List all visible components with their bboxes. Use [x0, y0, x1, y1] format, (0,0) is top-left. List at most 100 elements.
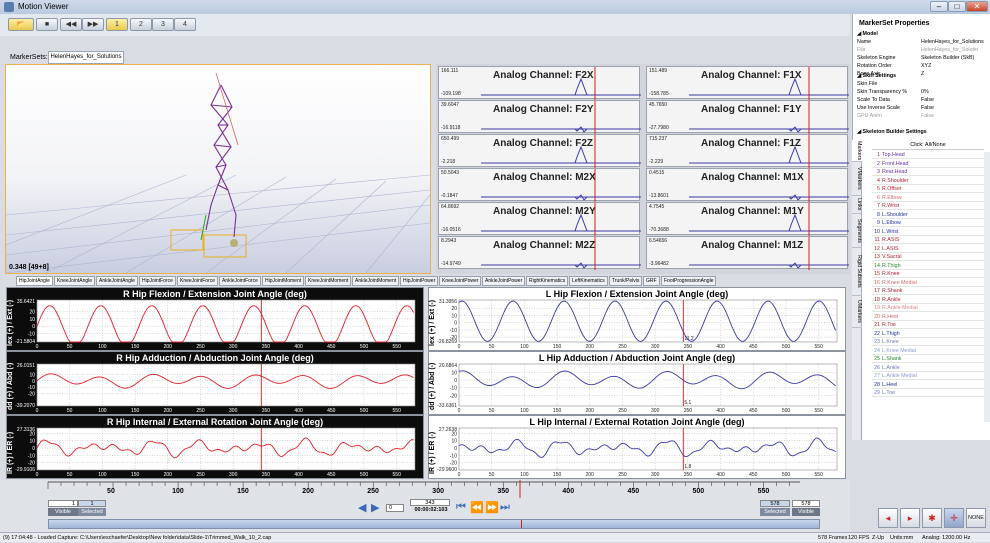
x-tick-label: 400: [716, 472, 725, 478]
rewind-button[interactable]: ◀◀: [60, 18, 82, 31]
marker-list-item[interactable]: 27 L.Ankle Medial: [872, 372, 984, 380]
tab-anklejointangle[interactable]: AnkleJointAngle: [96, 276, 138, 286]
vtab-umarkers[interactable]: UMarkers: [852, 296, 862, 328]
stop-button[interactable]: ■: [36, 18, 58, 31]
property-row[interactable]: Skin File: [857, 81, 989, 87]
end-selected-field[interactable]: 578: [760, 500, 790, 507]
view-3-button[interactable]: 3: [152, 18, 174, 31]
marker-all-icon[interactable]: ✛: [944, 508, 964, 528]
start-selected-field[interactable]: 1: [78, 500, 106, 507]
vtab-rigid-subsets[interactable]: Rigid Subsets: [852, 248, 862, 296]
tab-hipjointmoment[interactable]: HipJointMoment: [262, 276, 305, 286]
property-row[interactable]: Use Inverse Scale False: [857, 105, 989, 111]
marker-list-item[interactable]: 17 R.Shank: [872, 287, 984, 295]
marker-list-item[interactable]: 20 R.Heel: [872, 313, 984, 321]
property-row[interactable]: File HelenHayes_for_Solutio: [857, 47, 989, 53]
minimize-button[interactable]: –: [930, 1, 948, 12]
skin-section-header[interactable]: ◢ Skin Settings: [857, 73, 897, 79]
marker-list-item[interactable]: 11 R.ASIS: [872, 236, 984, 244]
tab-anklejointpower[interactable]: AnkleJointPower: [482, 276, 526, 286]
property-row[interactable]: Name HelenHayes_for_Solutions: [857, 39, 989, 45]
marker-list-item[interactable]: 22 L.Thigh: [872, 330, 984, 338]
tab-footprogressionangle[interactable]: FootProgressionAngle: [661, 276, 717, 286]
marker-list-item[interactable]: 21 R.Toe: [872, 321, 984, 329]
tab-kneejointpower[interactable]: KneeJointPower: [439, 276, 482, 286]
property-row[interactable]: GPU Anim False: [857, 113, 989, 119]
tab-kneejointforce[interactable]: KneeJointForce: [177, 276, 219, 286]
marker-list-item[interactable]: 2 Front.Head: [872, 160, 984, 168]
marker-list-item[interactable]: 28 L.Heel: [872, 381, 984, 389]
marker-list-item[interactable]: 23 L.Knee: [872, 338, 984, 346]
timeline-ruler[interactable]: [0, 480, 850, 498]
tab-hipjointforce[interactable]: HipJointForce: [139, 276, 176, 286]
marker-list-item[interactable]: 9 L.Elbow: [872, 219, 984, 227]
tab-kneejointmoment[interactable]: KneeJointMoment: [305, 276, 352, 286]
tab-hipjointangle[interactable]: HipJointAngle: [16, 276, 53, 286]
property-row[interactable]: Scale To Data False: [857, 97, 989, 103]
tab-kneejointangle[interactable]: KneeJointAngle: [54, 276, 96, 286]
model-section-header[interactable]: ◢ Model: [857, 31, 878, 37]
marker-list-item[interactable]: 14 R.Thigh: [872, 262, 984, 270]
tab-rightkinematics[interactable]: RightKinematics: [526, 276, 569, 286]
marker-list-item[interactable]: 10 L.Wrist: [872, 228, 984, 236]
tab-anklejointforce[interactable]: AnkleJointForce: [219, 276, 261, 286]
marker-list-item[interactable]: 6 R.Elbow: [872, 194, 984, 202]
skip-to-start-icon[interactable]: ⏮: [456, 501, 466, 513]
step-back-icon[interactable]: ⏪: [470, 502, 484, 514]
view-4-button[interactable]: 4: [174, 18, 196, 31]
marker-list-scrollbar[interactable]: [984, 152, 990, 422]
vtab-links[interactable]: Links: [852, 196, 862, 214]
markerset-tab[interactable]: HelenHayes_for_Solutions: [48, 51, 124, 64]
tab-trunk-pelvis[interactable]: Trunk/Pelvis: [609, 276, 643, 286]
marker-list-item[interactable]: 7 R.Wrist: [872, 202, 984, 210]
maximize-button[interactable]: □: [948, 1, 966, 12]
property-row[interactable]: Skin Transparency % 0%: [857, 89, 989, 95]
close-button[interactable]: ✕: [966, 1, 988, 12]
tab-hipjointpower[interactable]: HipJointPower: [400, 276, 439, 286]
start-frame-field[interactable]: 1: [48, 500, 78, 507]
marker-select-all-none[interactable]: Click: All/None: [872, 141, 984, 150]
property-row[interactable]: Rotation Order XYZ: [857, 63, 989, 69]
marker-list-item[interactable]: 3 Rear.Head: [872, 168, 984, 176]
marker-list-item[interactable]: 24 L.Knee Medial: [872, 347, 984, 355]
marker-list-item[interactable]: 1 Top.Head: [872, 151, 984, 159]
end-frame-field[interactable]: 578: [792, 500, 820, 507]
marker-list-item[interactable]: 19 R.Ankle Medial: [872, 304, 984, 312]
marker-prev-icon[interactable]: ◂: [878, 508, 898, 528]
property-row[interactable]: Bone Axis Z: [857, 71, 989, 77]
prev-frame-icon[interactable]: ◀: [358, 502, 367, 514]
open-folder-button[interactable]: 📂: [8, 18, 34, 31]
marker-list-item[interactable]: 12 L.ASIS: [872, 245, 984, 253]
marker-list-item[interactable]: 25 L.Shank: [872, 355, 984, 363]
marker-list-item[interactable]: 4 R.Shoulder: [872, 177, 984, 185]
next-frame-icon[interactable]: ▶: [371, 502, 380, 514]
marker-list-item[interactable]: 26 L.Ankle: [872, 364, 984, 372]
vtab-markers[interactable]: Markers: [852, 140, 862, 162]
tab-leftkinematics[interactable]: LeftKinematics: [569, 276, 608, 286]
marker-list-item[interactable]: 15 R.Knee: [872, 270, 984, 278]
forward-button[interactable]: ▶▶: [82, 18, 104, 31]
property-row[interactable]: Skeleton Engine Skeleton Builder (SkB): [857, 55, 989, 61]
vtab-segments[interactable]: Segments: [852, 214, 862, 248]
marker-next-icon[interactable]: ▸: [900, 508, 920, 528]
marker-none-button[interactable]: NONE: [966, 508, 986, 528]
view-2-button[interactable]: 2: [130, 18, 152, 31]
tab-anklejointmoment[interactable]: AnkleJointMoment: [352, 276, 400, 286]
vtab-vmarkers[interactable]: VMarkers: [852, 162, 862, 196]
view-1-button[interactable]: 1: [106, 18, 128, 31]
skeleton-builder-section-header[interactable]: ◢ Skeleton Builder Settings: [857, 129, 927, 135]
marker-list-item[interactable]: 16 R.Knee Medial: [872, 279, 984, 287]
current-frame-field[interactable]: 343: [410, 499, 450, 506]
marker-list-item[interactable]: 5 R.Offset: [872, 185, 984, 193]
frame-spinner[interactable]: 0: [386, 504, 404, 512]
skip-to-end-icon[interactable]: ⏭: [500, 501, 510, 513]
step-forward-icon[interactable]: ⏩: [485, 502, 499, 514]
marker-list-item[interactable]: 8 L.Shoulder: [872, 211, 984, 219]
marker-list-item[interactable]: 13 V.Sacral: [872, 253, 984, 261]
3d-viewport[interactable]: 0.348 [49+8]: [5, 64, 431, 274]
marker-list-item[interactable]: 18 R.Ankle: [872, 296, 984, 304]
marker-cross-icon[interactable]: ✱: [922, 508, 942, 528]
timeline-scrollbar[interactable]: [48, 519, 820, 529]
tab-grf[interactable]: GRF: [643, 276, 660, 286]
marker-list-item[interactable]: 29 L.Toe: [872, 389, 984, 397]
